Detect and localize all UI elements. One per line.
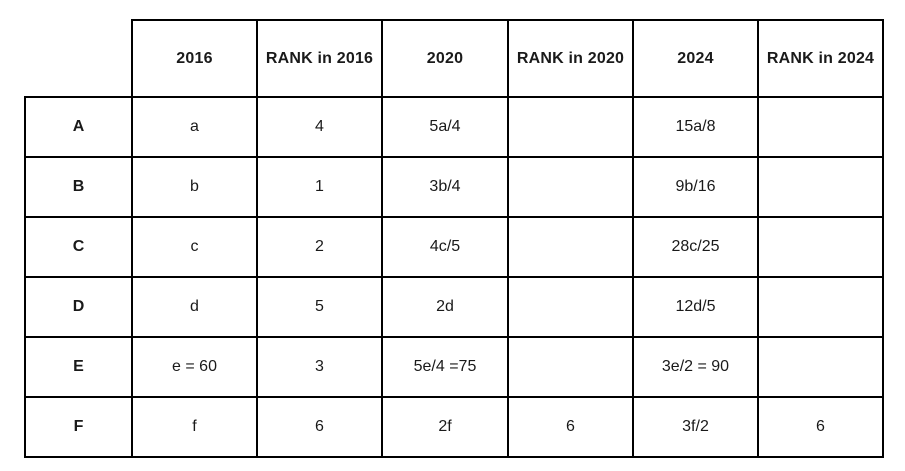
- row-label-f: F: [24, 396, 133, 458]
- cell-f-2016: f: [131, 396, 258, 458]
- column-header-2024: 2024: [632, 19, 759, 98]
- cell-e-rank-2024: [757, 336, 884, 398]
- table-row-c: C c 2 4c/5 28c/25: [24, 216, 884, 278]
- table-row-e: E e = 60 3 5e/4 =75 3e/2 = 90: [24, 336, 884, 398]
- cell-a-2016: a: [131, 96, 258, 158]
- cell-d-2024: 12d/5: [632, 276, 759, 338]
- cell-f-rank-2024: 6: [757, 396, 884, 458]
- cell-d-2016: d: [131, 276, 258, 338]
- values-rank-table: 2016 RANK in 2016 2020 RANK in 2020 2024…: [24, 19, 884, 458]
- cell-e-2020: 5e/4 =75: [381, 336, 509, 398]
- cell-b-rank-2020: [507, 156, 634, 218]
- cell-d-2020: 2d: [381, 276, 509, 338]
- column-header-2016: 2016: [131, 19, 258, 98]
- cell-e-rank-2020: [507, 336, 634, 398]
- cell-f-rank-2016: 6: [256, 396, 383, 458]
- cell-c-rank-2016: 2: [256, 216, 383, 278]
- column-header-rank-2024: RANK in 2024: [757, 19, 884, 98]
- column-header-2020: 2020: [381, 19, 509, 98]
- row-label-a: A: [24, 96, 133, 158]
- cell-d-rank-2016: 5: [256, 276, 383, 338]
- cell-f-rank-2020: 6: [507, 396, 634, 458]
- row-label-d: D: [24, 276, 133, 338]
- cell-c-rank-2020: [507, 216, 634, 278]
- cell-c-rank-2024: [757, 216, 884, 278]
- cell-a-rank-2024: [757, 96, 884, 158]
- cell-b-2020: 3b/4: [381, 156, 509, 218]
- table-row-a: A a 4 5a/4 15a/8: [24, 96, 884, 158]
- column-header-rank-2020: RANK in 2020: [507, 19, 634, 98]
- row-label-b: B: [24, 156, 133, 218]
- cell-b-2016: b: [131, 156, 258, 218]
- table-row-d: D d 5 2d 12d/5: [24, 276, 884, 338]
- column-header-rank-2016: RANK in 2016: [256, 19, 383, 98]
- cell-f-2020: 2f: [381, 396, 509, 458]
- cell-f-2024: 3f/2: [632, 396, 759, 458]
- cell-b-rank-2016: 1: [256, 156, 383, 218]
- cell-c-2024: 28c/25: [632, 216, 759, 278]
- cell-d-rank-2020: [507, 276, 634, 338]
- table-row-b: B b 1 3b/4 9b/16: [24, 156, 884, 218]
- row-label-c: C: [24, 216, 133, 278]
- cell-d-rank-2024: [757, 276, 884, 338]
- cell-e-2024: 3e/2 = 90: [632, 336, 759, 398]
- cell-c-2016: c: [131, 216, 258, 278]
- table-row-f: F f 6 2f 6 3f/2 6: [24, 396, 884, 458]
- cell-e-rank-2016: 3: [256, 336, 383, 398]
- cell-a-rank-2016: 4: [256, 96, 383, 158]
- cell-a-rank-2020: [507, 96, 634, 158]
- corner-cell: [25, 20, 132, 97]
- cell-b-2024: 9b/16: [632, 156, 759, 218]
- header-row: 2016 RANK in 2016 2020 RANK in 2020 2024…: [25, 19, 884, 98]
- row-label-e: E: [24, 336, 133, 398]
- cell-a-2020: 5a/4: [381, 96, 509, 158]
- cell-e-2016: e = 60: [131, 336, 258, 398]
- cell-a-2024: 15a/8: [632, 96, 759, 158]
- cell-b-rank-2024: [757, 156, 884, 218]
- cell-c-2020: 4c/5: [381, 216, 509, 278]
